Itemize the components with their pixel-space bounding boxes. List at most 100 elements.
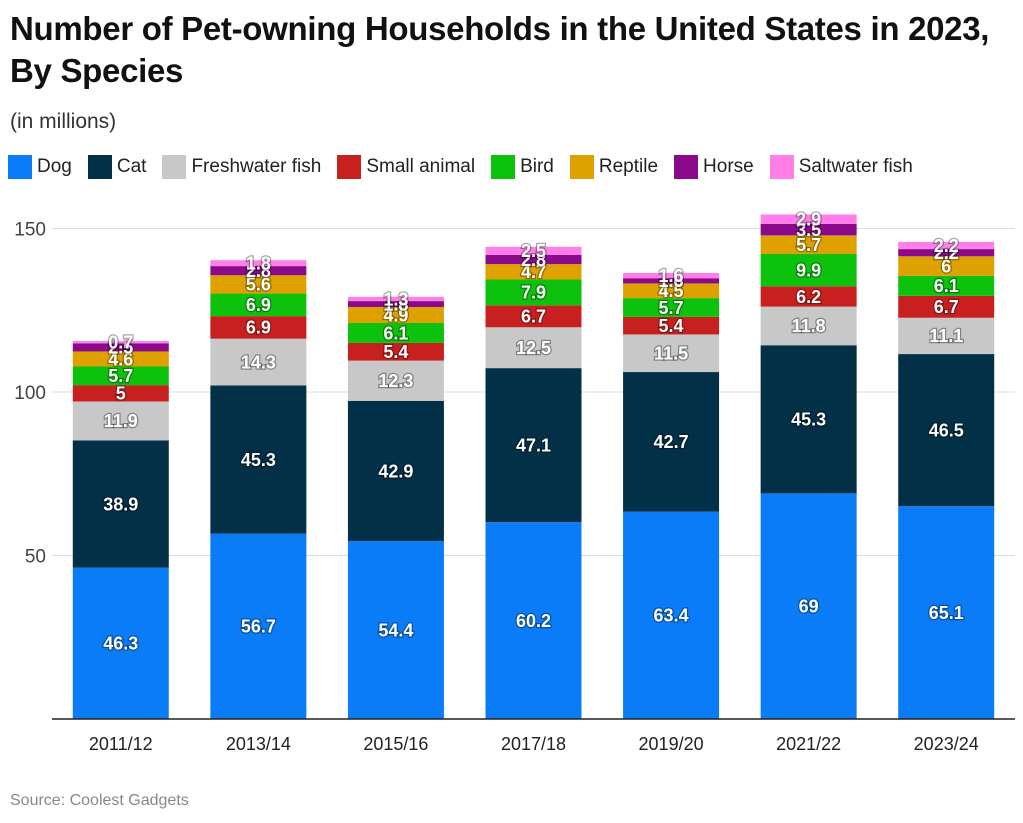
bar-cat-2019-20: [623, 372, 720, 512]
data-label-freshwater-fish-2021-22: 11.8: [792, 316, 826, 336]
bar-cat-2015-16: [347, 400, 444, 542]
bar-dog-2011-12: [72, 567, 169, 719]
data-label-cat-2019-20: 42.7: [654, 432, 689, 452]
bar-horse-2017-18: [485, 254, 582, 265]
data-label-reptile-2019-20: 4.5: [659, 281, 684, 301]
bar-cat-2021-22: [760, 345, 857, 494]
data-label-saltwater-fish-2017-18: 2.5: [521, 241, 546, 261]
bar-freshwater-fish-2017-18: [485, 327, 582, 369]
bar-freshwater-fish-2015-16: [347, 360, 444, 401]
chart-title: Number of Pet-owning Households in the U…: [10, 10, 990, 89]
data-label-bird-2019-20: 5.7: [659, 298, 684, 318]
legend-item-dog: Dog: [8, 155, 72, 179]
bar-bird-2017-18: [485, 279, 582, 306]
data-label-reptile-2021-22: 5.7: [796, 235, 821, 255]
bar-reptile-2013-14: [210, 275, 307, 294]
x-tick-label-2019-20: 2019/20: [639, 734, 704, 754]
data-label-bird-2011-12: 5.7: [108, 366, 133, 386]
bar-horse-2019-20: [623, 278, 720, 284]
legend-swatch-dog: [8, 155, 32, 179]
bar-small-animal-2019-20: [623, 316, 720, 335]
bar-freshwater-fish-2013-14: [210, 338, 307, 386]
bar-small-animal-2011-12: [72, 385, 169, 402]
legend-label-small-animal: Small animal: [366, 156, 476, 177]
legend: Dog Cat Freshwater fish Small animal Bir…: [8, 155, 929, 179]
legend-label-dog: Dog: [37, 156, 72, 177]
data-label-bird-2013-14: 6.9: [246, 295, 271, 315]
bar-dog-2017-18: [485, 522, 582, 719]
bar-bird-2021-22: [760, 254, 857, 287]
data-label-reptile-2013-14: 5.6: [246, 275, 271, 295]
bar-freshwater-fish-2021-22: [760, 306, 857, 346]
bar-reptile-2015-16: [347, 306, 444, 324]
data-label-dog-2021-22: 69: [799, 596, 819, 616]
legend-item-small-animal: Small animal: [337, 155, 475, 179]
data-label-small-animal-2021-22: 6.2: [796, 287, 821, 307]
legend-label-reptile: Reptile: [598, 156, 659, 177]
bar-dog-2015-16: [347, 541, 444, 719]
data-label-small-animal-2015-16: 5.4: [383, 342, 408, 362]
bar-horse-2023-24: [898, 249, 995, 257]
data-label-small-animal-2019-20: 5.4: [659, 316, 684, 336]
bar-small-animal-2017-18: [485, 305, 582, 328]
data-label-dog-2011-12: 46.3: [103, 634, 138, 654]
bar-saltwater-fish-2023-24: [898, 241, 995, 250]
x-tick-label-2013-14: 2013/14: [226, 734, 291, 754]
data-label-freshwater-fish-2017-18: 12.5: [516, 338, 551, 358]
bar-bird-2011-12: [72, 366, 169, 386]
bar-freshwater-fish-2019-20: [623, 334, 720, 373]
data-label-small-animal-2017-18: 6.7: [521, 307, 546, 327]
bar-bird-2023-24: [898, 275, 995, 296]
data-label-reptile-2017-18: 4.7: [521, 262, 546, 282]
legend-item-saltwater-fish: Saltwater fish: [769, 155, 913, 179]
bar-bird-2013-14: [210, 293, 307, 317]
legend-item-reptile: Reptile: [569, 155, 659, 179]
legend-swatch-reptile: [569, 155, 594, 179]
bar-small-animal-2015-16: [347, 342, 444, 361]
bar-cat-2023-24: [898, 354, 995, 507]
data-label-saltwater-fish-2011-12: 0.7: [108, 332, 133, 352]
data-label-cat-2013-14: 45.3: [241, 450, 276, 470]
bar-freshwater-fish-2011-12: [72, 401, 169, 441]
bar-horse-2021-22: [760, 223, 857, 236]
data-label-freshwater-fish-2023-24: 11.1: [929, 326, 963, 346]
bar-reptile-2017-18: [485, 264, 582, 280]
bar-dog-2023-24: [898, 506, 995, 719]
legend-swatch-bird: [491, 155, 516, 179]
legend-label-freshwater-fish: Freshwater fish: [191, 156, 322, 177]
x-tick-label-2021-22: 2021/22: [776, 734, 841, 754]
bar-saltwater-fish-2015-16: [347, 296, 444, 302]
data-label-dog-2023-24: 65.1: [929, 603, 964, 623]
bar-cat-2013-14: [210, 385, 307, 534]
legend-swatch-cat: [87, 155, 112, 179]
legend-label-cat: Cat: [116, 156, 147, 177]
y-tick-label-150: 150: [14, 220, 46, 241]
bar-small-animal-2013-14: [210, 316, 307, 339]
data-label-saltwater-fish-2019-20: 1.6: [659, 266, 684, 286]
y-tick-label-50: 50: [25, 547, 46, 568]
bar-saltwater-fish-2021-22: [760, 214, 857, 224]
data-label-reptile-2011-12: 4.6: [108, 349, 133, 369]
data-label-small-animal-2011-12: 5: [116, 384, 126, 404]
bar-saltwater-fish-2019-20: [623, 272, 720, 279]
bar-small-animal-2023-24: [898, 295, 995, 318]
x-tick-label-2023-24: 2023/24: [914, 734, 979, 754]
bar-cat-2011-12: [72, 440, 169, 568]
legend-swatch-saltwater-fish: [769, 155, 794, 179]
data-label-bird-2015-16: 6.1: [383, 323, 408, 343]
source-note: Source: Coolest Gadgets: [10, 792, 189, 809]
data-label-dog-2015-16: 54.4: [378, 620, 413, 640]
bar-reptile-2011-12: [72, 351, 169, 367]
bar-bird-2019-20: [623, 298, 720, 317]
bar-bird-2015-16: [347, 323, 444, 343]
legend-swatch-freshwater-fish: [162, 155, 187, 179]
data-label-saltwater-fish-2021-22: 2.9: [796, 209, 821, 229]
legend-label-saltwater-fish: Saltwater fish: [798, 156, 913, 177]
legend-item-horse: Horse: [674, 155, 754, 179]
bar-saltwater-fish-2017-18: [485, 246, 582, 255]
legend-item-bird: Bird: [491, 155, 554, 179]
data-label-cat-2021-22: 45.3: [791, 410, 826, 430]
bar-dog-2019-20: [623, 511, 720, 719]
bar-horse-2013-14: [210, 266, 307, 276]
x-tick-label-2015-16: 2015/16: [363, 734, 428, 754]
